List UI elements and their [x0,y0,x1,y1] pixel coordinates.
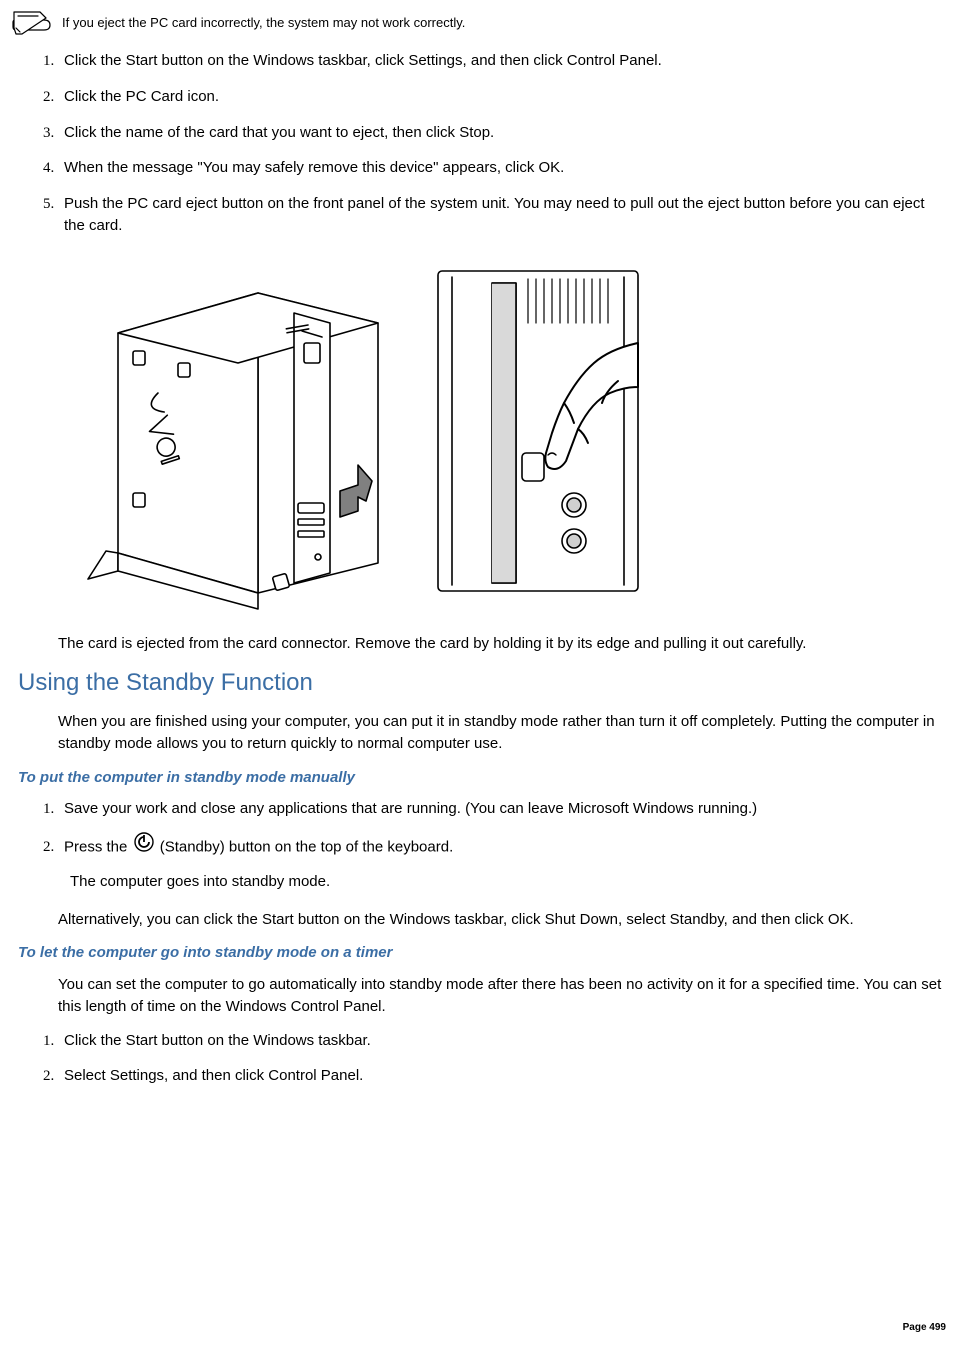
list-item: Click the Start button on the Windows ta… [58,50,944,72]
standby-icon [134,832,154,859]
list-item: When the message "You may safely remove … [58,157,944,179]
step2-suffix: (Standby) button on the top of the keybo… [160,838,454,855]
standby-intro: When you are finished using your compute… [58,711,944,755]
page-number: Page 499 [903,1321,946,1336]
step2-prefix: Press the [64,838,132,855]
standby-alt: Alternatively, you can click the Start b… [58,909,944,931]
timer-intro: You can set the computer to go automatic… [58,974,944,1018]
list-item: Select Settings, and then click Control … [58,1065,944,1087]
list-item: Save your work and close any application… [58,798,944,820]
after-figure-paragraph: The card is ejected from the card connec… [58,633,944,655]
list-item: Press the (Standby) button on the top of… [58,834,944,893]
eject-steps-list: Click the Start button on the Windows ta… [10,50,944,237]
sub-heading-manual: To put the computer in standby mode manu… [18,767,944,789]
pencil-note-icon [10,8,54,38]
list-item: Click the PC Card icon. [58,86,944,108]
note-text: If you eject the PC card incorrectly, th… [62,14,465,33]
step2-note: The computer goes into standby mode. [70,871,944,893]
list-item: Click the Start button on the Windows ta… [58,1030,944,1052]
timer-steps-list: Click the Start button on the Windows ta… [10,1030,944,1088]
note-row: If you eject the PC card incorrectly, th… [10,8,944,38]
section-heading-standby: Using the Standby Function [18,666,944,701]
list-item: Push the PC card eject button on the fro… [58,193,944,237]
sub-heading-timer: To let the computer go into standby mode… [18,942,944,964]
eject-figure [58,253,944,613]
standby-manual-steps: Save your work and close any application… [10,798,944,892]
list-item: Click the name of the card that you want… [58,122,944,144]
